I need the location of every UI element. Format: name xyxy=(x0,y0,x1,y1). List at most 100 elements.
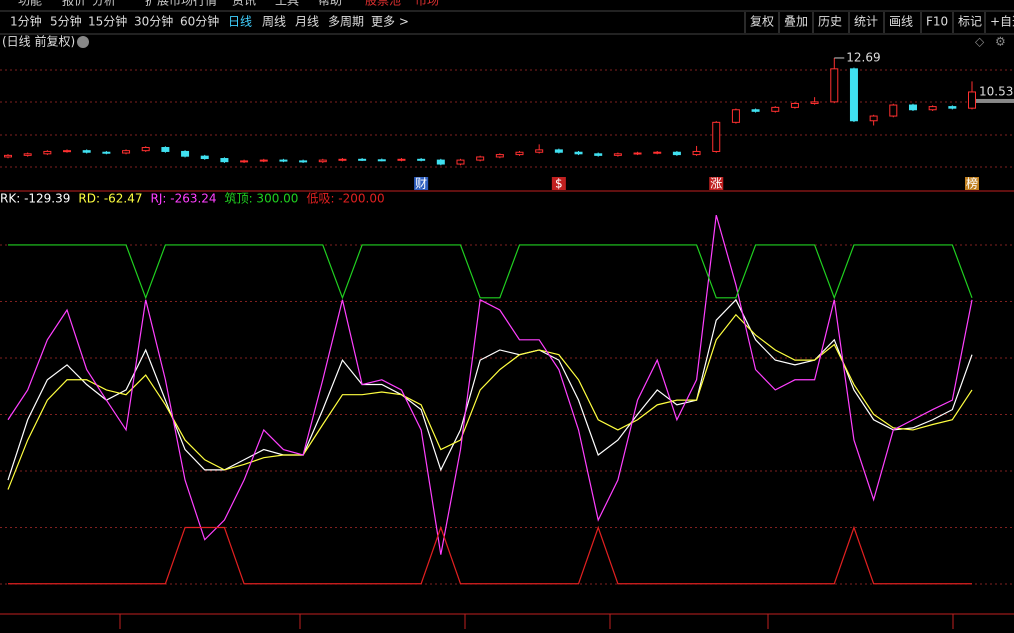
indicator-line xyxy=(8,244,973,300)
candle-body xyxy=(181,150,190,157)
menu-item[interactable]: 资讯 xyxy=(232,0,256,8)
candle-body xyxy=(731,109,740,123)
candle-body xyxy=(102,151,111,154)
candle-body xyxy=(436,159,445,165)
period-tab[interactable]: 5分钟 xyxy=(50,14,82,29)
candle-body xyxy=(889,104,898,117)
period-tab[interactable]: 更多 > xyxy=(371,15,409,29)
event-marker[interactable]: 榜 xyxy=(966,176,978,191)
event-marker-bg xyxy=(709,177,724,190)
period-tab[interactable]: 60分钟 xyxy=(180,14,219,29)
period-tab[interactable]: 周线 xyxy=(262,15,286,29)
candle-body xyxy=(43,150,52,155)
event-marker-bg xyxy=(414,177,429,190)
candle-body xyxy=(751,109,760,112)
high-label: 12.69 xyxy=(846,50,880,64)
menu-item[interactable]: 市场 xyxy=(415,0,439,8)
panel-title: (日线 前复权) xyxy=(2,34,75,49)
indicator-line xyxy=(7,298,973,481)
candle-body xyxy=(417,158,426,161)
candle-body xyxy=(968,91,976,109)
icon[interactable]: ◇ xyxy=(975,35,985,49)
candle-body xyxy=(712,121,721,152)
candle-body xyxy=(318,159,327,163)
legend-item: RD: -62.47 xyxy=(78,192,142,206)
event-marker[interactable]: $ xyxy=(555,177,563,191)
candle-body xyxy=(574,151,583,155)
event-marker[interactable]: 财 xyxy=(415,177,427,191)
menu-item[interactable]: 工具 xyxy=(275,0,299,8)
candle-body xyxy=(358,158,367,161)
menu-item[interactable]: 帮助 xyxy=(318,0,342,8)
candle-body xyxy=(495,154,504,158)
candle-body xyxy=(849,68,858,122)
candle-body xyxy=(240,160,249,163)
candle-body xyxy=(515,151,524,156)
tool-button[interactable]: 标记 xyxy=(958,15,982,29)
candle-body xyxy=(613,153,622,156)
tool-button[interactable]: F10 xyxy=(926,15,948,29)
candle-body xyxy=(279,159,288,162)
period-tab[interactable]: 15分钟 xyxy=(88,14,127,29)
candle-body xyxy=(928,106,937,111)
event-marker-bg xyxy=(551,177,566,190)
candle-body xyxy=(771,106,780,112)
candle-body xyxy=(456,159,465,165)
icon[interactable]: ⚙ xyxy=(995,35,1006,49)
candle-body xyxy=(830,68,839,103)
menu-item[interactable]: 分析 xyxy=(92,0,116,8)
candle-body xyxy=(141,147,150,152)
event-marker[interactable]: 涨 xyxy=(710,176,722,191)
candle-body xyxy=(299,160,308,163)
candle-body xyxy=(790,102,799,108)
menu-item[interactable]: 报价 xyxy=(62,0,86,8)
candle-body xyxy=(633,152,642,155)
period-tab[interactable]: 30分钟 xyxy=(134,14,173,29)
menu-item[interactable]: 扩展市场行情 xyxy=(145,0,217,8)
candle-body xyxy=(23,153,32,156)
indicator-line xyxy=(7,313,973,490)
candle-body xyxy=(397,158,406,161)
candle-body xyxy=(200,155,209,160)
indicator-line xyxy=(7,214,973,555)
candle-body xyxy=(672,151,681,156)
candle-body xyxy=(377,159,386,162)
tool-button[interactable]: 画线 xyxy=(889,15,913,29)
candle-body xyxy=(259,159,268,162)
candle-body xyxy=(692,150,701,156)
candle-body xyxy=(476,156,485,161)
legend-item: 低吸: -200.00 xyxy=(306,192,384,206)
candle-body xyxy=(810,101,819,104)
candle-body xyxy=(63,150,72,153)
menu-item[interactable]: 股票池 xyxy=(365,0,401,8)
period-tab[interactable]: 多周期 xyxy=(328,15,364,29)
legend-item: RK: -129.39 xyxy=(0,192,70,206)
candle-body xyxy=(948,106,957,109)
candle-body xyxy=(4,154,12,158)
legend-item: RJ: -263.24 xyxy=(151,192,217,206)
title-icon[interactable] xyxy=(77,36,89,48)
candle-body xyxy=(220,158,229,163)
tool-button[interactable]: 统计 xyxy=(854,15,878,29)
candle-body xyxy=(908,104,917,111)
candle-body xyxy=(338,158,347,161)
toolbar-bg xyxy=(0,0,1014,34)
tool-button[interactable]: +自选 xyxy=(990,15,1014,29)
period-tab[interactable]: 1分钟 xyxy=(10,14,42,29)
last-price-bar xyxy=(976,98,1014,103)
tool-button[interactable]: 复权 xyxy=(750,15,774,29)
menu-item[interactable]: 功能 xyxy=(18,0,42,8)
legend-item: 筑顶: 300.00 xyxy=(225,191,299,206)
candle-body xyxy=(594,153,603,156)
period-tab[interactable]: 日线 xyxy=(228,15,252,29)
tool-button[interactable]: 叠加 xyxy=(784,15,808,29)
period-tab[interactable]: 月线 xyxy=(295,15,319,29)
candle-body xyxy=(82,150,91,153)
last-price-label: 10.53 xyxy=(979,84,1013,98)
candle-body xyxy=(535,149,544,153)
indicator-line xyxy=(8,525,972,585)
tool-button[interactable]: 历史 xyxy=(818,15,842,29)
candle-body xyxy=(869,115,878,122)
